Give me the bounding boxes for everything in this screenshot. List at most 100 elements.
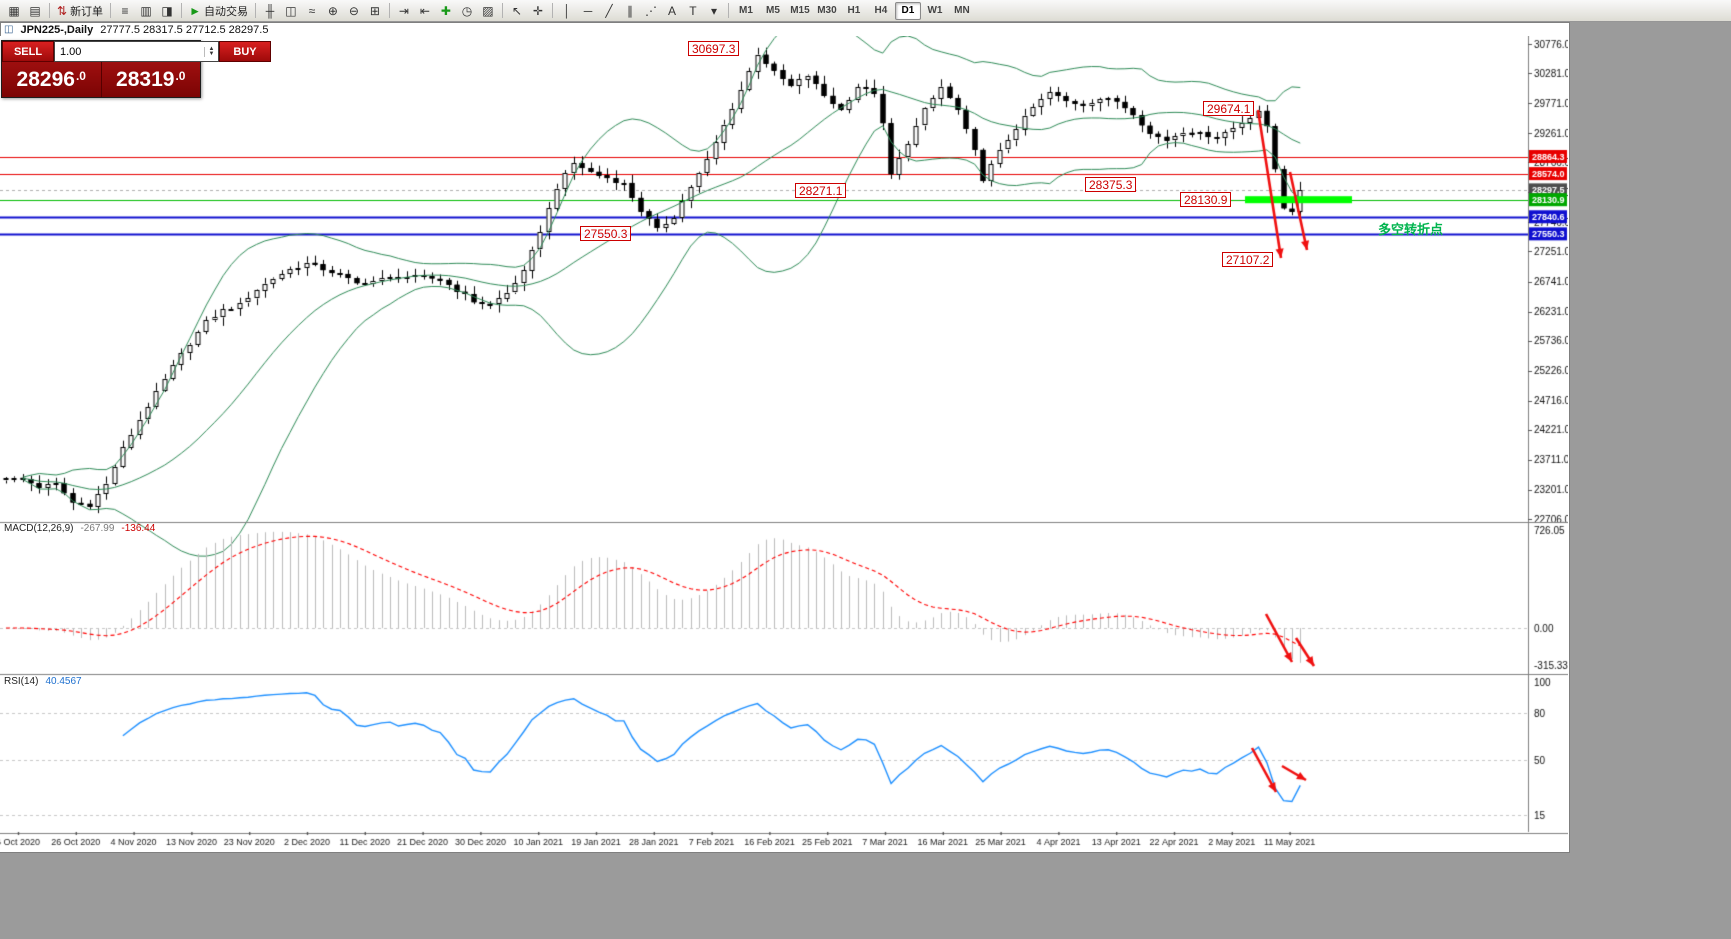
equidistant-channel-icon: ∥ <box>626 3 633 18</box>
zoom-out-icon: ⊖ <box>348 3 359 18</box>
rsi-value: 40.4567 <box>45 676 82 687</box>
sell-button[interactable]: SELL <box>2 41 54 62</box>
chart-title-bar: ◫ JPN225-,Daily 27777.5 28317.5 27712.5 … <box>4 23 268 36</box>
macd-indicator-label: MACD(12,26,9) -267.99 -136.44 <box>4 523 155 534</box>
autotrading-button[interactable]: ► 自动交易 <box>186 2 251 20</box>
indicators-icon[interactable]: ✚ <box>436 2 456 20</box>
text-icon[interactable]: A <box>662 2 682 20</box>
zoom-in-icon: ⊕ <box>327 3 338 18</box>
text-icon: A <box>667 3 676 18</box>
autotrading-icon: ► <box>189 3 201 18</box>
zoom-out-icon[interactable]: ⊖ <box>344 2 364 20</box>
templates-icon: ▨ <box>482 3 494 18</box>
timeframe-m1-button[interactable]: M1 <box>739 5 753 16</box>
chart-ohlc-values: 27777.5 28317.5 27712.5 28297.5 <box>100 23 269 36</box>
data-window-icon[interactable]: ▥ <box>136 2 156 20</box>
price-annotation[interactable]: 28130.9 <box>1180 192 1232 207</box>
arrows-dropdown-icon[interactable]: ▾ <box>704 2 724 20</box>
periods-icon[interactable]: ◷ <box>457 2 477 20</box>
market-watch-icon[interactable]: ≡ <box>115 2 135 20</box>
toolbar-separator <box>501 3 503 18</box>
price-annotation[interactable]: 27550.3 <box>580 226 632 241</box>
volume-spinner[interactable]: ▲ ▼ <box>204 45 218 57</box>
new-order-button[interactable]: ⇅ 新订单 <box>54 2 106 20</box>
chart-profiles-icon: ▤ <box>29 3 41 18</box>
new-chart-icon: ▦ <box>8 3 20 18</box>
periods-icon: ◷ <box>461 3 473 18</box>
templates-icon[interactable]: ▨ <box>478 2 498 20</box>
trendline-icon[interactable]: ╱ <box>599 2 619 20</box>
timeframe-h4-button[interactable]: H4 <box>874 5 888 16</box>
toolbar-separator <box>551 3 553 18</box>
text-label-icon[interactable]: T <box>683 2 703 20</box>
new-order-label: 新订单 <box>70 5 104 18</box>
timeframe-m15-button[interactable]: M15 <box>790 5 810 16</box>
line-chart-icon: ≈ <box>308 3 316 18</box>
sell-price[interactable]: 28296 .0 <box>2 62 102 97</box>
line-chart-icon[interactable]: ≈ <box>302 2 322 20</box>
chart-profiles-icon[interactable]: ▤ <box>25 2 45 20</box>
horizontal-line-icon[interactable]: ─ <box>578 2 598 20</box>
toolbar-separator <box>49 3 50 18</box>
cursor-icon: ↖ <box>511 3 522 18</box>
buy-button[interactable]: BUY <box>219 41 271 62</box>
macd-main-value: -267.99 <box>80 523 115 534</box>
fibonacci-icon: ⋰ <box>644 3 657 18</box>
crosshair-icon[interactable]: ✛ <box>528 2 548 20</box>
one-click-trading-panel: SELL ▲ ▼ BUY 28296 .0 28319 .0 <box>1 40 271 98</box>
equidistant-channel-icon[interactable]: ∥ <box>620 2 640 20</box>
volume-input[interactable] <box>55 44 204 59</box>
chart-note-text[interactable]: 多空转折点 <box>1378 222 1444 237</box>
text-label-icon: T <box>689 3 697 18</box>
price-chart-canvas[interactable] <box>0 36 1568 852</box>
zoom-in-icon[interactable]: ⊕ <box>323 2 343 20</box>
timeframe-mn-button[interactable]: MN <box>954 5 970 16</box>
crosshair-icon: ✛ <box>532 3 543 18</box>
price-annotation[interactable]: 29674.1 <box>1203 101 1255 116</box>
spinner-down-icon[interactable]: ▼ <box>208 50 215 57</box>
candlestick-chart-icon[interactable]: ◫ <box>281 2 301 20</box>
price-annotation[interactable]: 28271.1 <box>795 183 847 198</box>
timeframe-m30-button[interactable]: M30 <box>817 5 837 16</box>
toolbar-separator <box>727 3 729 18</box>
main-toolbar: ▦ ▤ ⇅ 新订单 ≡ ▥ ◨ ► 自动交易 ╫ ◫ ≈ ⊕ ⊖ ⊞ ⇥ ⇤ ✚ ◷ ▨ ↖ ✛ │ ─ ╱ ∥ ⋰ A T ▾ M1 M5 M… <box>0 0 1731 22</box>
autotrading-label: 自动交易 <box>203 5 248 18</box>
buy-price[interactable]: 28319 .0 <box>102 62 201 97</box>
buy-price-frac: .0 <box>175 69 186 83</box>
vertical-line-icon: │ <box>563 3 571 18</box>
toolbar-separator <box>388 3 390 18</box>
toolbar-separator <box>254 3 256 18</box>
bar-chart-icon[interactable]: ╫ <box>260 2 280 20</box>
price-annotation[interactable]: 30697.3 <box>688 41 740 56</box>
timeframe-h1-button[interactable]: H1 <box>847 5 861 16</box>
rsi-name: RSI(14) <box>4 676 39 687</box>
new-chart-icon[interactable]: ▦ <box>4 2 24 20</box>
navigator-icon[interactable]: ◨ <box>157 2 177 20</box>
cursor-icon[interactable]: ↖ <box>507 2 527 20</box>
fibonacci-icon[interactable]: ⋰ <box>641 2 661 20</box>
data-window-icon: ▥ <box>140 3 152 18</box>
buy-price-main: 28319 <box>116 67 175 91</box>
tile-windows-icon[interactable]: ⊞ <box>365 2 385 20</box>
toolbar-separator <box>181 3 183 18</box>
vertical-line-icon[interactable]: │ <box>557 2 577 20</box>
timeframe-d1-button[interactable]: D1 <box>894 1 921 20</box>
auto-scroll-icon[interactable]: ⇥ <box>394 2 414 20</box>
chart-symbol-title: JPN225-,Daily <box>20 23 94 36</box>
bar-chart-icon: ╫ <box>265 3 275 18</box>
price-annotation[interactable]: 27107.2 <box>1222 252 1274 267</box>
sell-price-main: 28296 <box>16 67 75 91</box>
price-annotation[interactable]: 28375.3 <box>1085 177 1137 192</box>
timeframe-w1-button[interactable]: W1 <box>927 5 943 16</box>
tile-windows-icon: ⊞ <box>369 3 380 18</box>
toolbar-separator <box>110 3 112 18</box>
rsi-indicator-label: RSI(14) 40.4567 <box>4 676 82 687</box>
timeframe-m5-button[interactable]: M5 <box>766 5 780 16</box>
macd-signal-value: -136.44 <box>121 523 156 534</box>
new-order-icon: ⇅ <box>57 3 68 18</box>
market-watch-icon: ≡ <box>121 3 129 18</box>
spinner-up-icon[interactable]: ▲ <box>208 45 215 52</box>
chart-shift-icon[interactable]: ⇤ <box>415 2 435 20</box>
sell-price-frac: .0 <box>75 69 86 83</box>
chart-mini-icon: ◫ <box>4 24 14 35</box>
